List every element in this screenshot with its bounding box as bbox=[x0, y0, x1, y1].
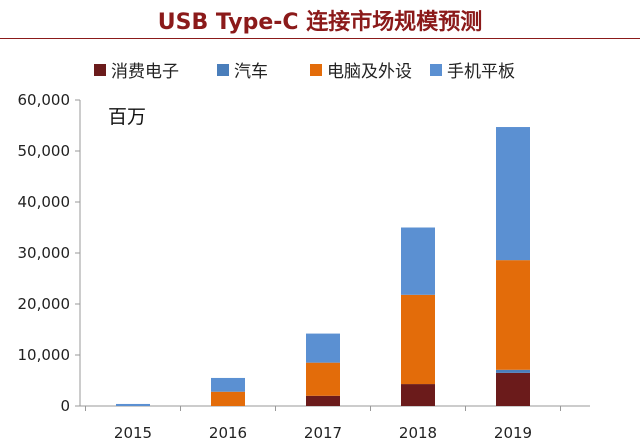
bar-segment bbox=[496, 127, 530, 261]
legend-swatch bbox=[94, 64, 106, 76]
bar-segment bbox=[306, 362, 340, 396]
bar-segment bbox=[496, 260, 530, 370]
legend-swatch bbox=[310, 64, 322, 76]
legend-swatch bbox=[217, 64, 229, 76]
bar-segment bbox=[211, 391, 245, 406]
x-tick-label: 2019 bbox=[494, 424, 532, 442]
x-tick-label: 2016 bbox=[209, 424, 247, 442]
y-tick-label: 20,000 bbox=[18, 295, 71, 313]
x-tick-label: 2015 bbox=[114, 424, 152, 442]
y-tick-label: 40,000 bbox=[18, 193, 71, 211]
legend-label: 消费电子 bbox=[111, 62, 179, 82]
x-tick-label: 2017 bbox=[304, 424, 342, 442]
x-tick-label: 2018 bbox=[399, 424, 437, 442]
y-tick-label: 30,000 bbox=[18, 244, 71, 262]
y-tick-label: 10,000 bbox=[18, 346, 71, 364]
bar-segment bbox=[401, 384, 435, 406]
bar-segment bbox=[211, 377, 245, 392]
unit-label: 百万 bbox=[108, 106, 146, 128]
legend-label: 汽车 bbox=[234, 62, 268, 82]
bar-segment bbox=[496, 369, 530, 373]
bar-segment bbox=[401, 227, 435, 295]
bar-segment bbox=[306, 395, 340, 406]
y-tick-label: 0 bbox=[60, 397, 70, 415]
title-rule bbox=[0, 38, 640, 39]
bar-segment bbox=[496, 372, 530, 406]
legend-label: 电脑及外设 bbox=[327, 62, 412, 82]
legend-label: 手机平板 bbox=[447, 62, 515, 82]
legend-swatch bbox=[430, 64, 442, 76]
bar-segment bbox=[306, 333, 340, 363]
bar-segment bbox=[401, 294, 435, 385]
chart-title: USB Type-C 连接市场规模预测 bbox=[157, 10, 483, 35]
y-tick-label: 60,000 bbox=[18, 91, 71, 109]
bar-segment bbox=[116, 403, 150, 406]
y-tick-label: 50,000 bbox=[18, 142, 71, 160]
